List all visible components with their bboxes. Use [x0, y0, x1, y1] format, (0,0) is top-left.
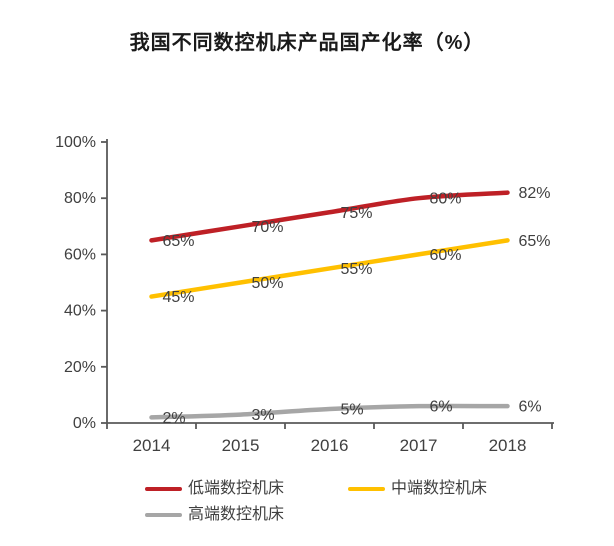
x-tick-label: 2015 — [222, 436, 260, 455]
data-label: 60% — [430, 247, 462, 264]
y-tick-label: 20% — [64, 359, 96, 376]
x-tick-label: 2018 — [489, 436, 527, 455]
series-line-2 — [149, 403, 510, 420]
data-label: 70% — [252, 219, 284, 236]
y-tick-label: 80% — [64, 190, 96, 207]
legend-swatch-mid-end — [348, 487, 386, 491]
data-label: 65% — [163, 233, 195, 250]
y-tick-label: 0% — [73, 415, 96, 432]
data-label: 82% — [519, 185, 551, 202]
chart-title: 我国不同数控机床产品国产化率（%） — [129, 32, 485, 54]
x-tick-label: 2014 — [133, 436, 171, 455]
data-label: 3% — [252, 407, 275, 424]
series-line-0 — [149, 190, 510, 243]
data-label: 50% — [252, 275, 284, 292]
y-tick-label: 100% — [55, 134, 96, 151]
legend: 低端数控机床 中端数控机床 高端数控机床 — [145, 479, 515, 525]
legend-swatch-low-end — [145, 487, 182, 491]
x-tick-label: 2016 — [311, 436, 349, 455]
data-label: 5% — [341, 401, 364, 418]
legend-label-mid-end: 中端数控机床 — [391, 480, 488, 497]
legend-item-mid-end: 中端数控机床 — [348, 479, 487, 499]
data-label: 55% — [341, 261, 373, 278]
data-label: 80% — [430, 191, 462, 208]
legend-swatch-high-end — [145, 513, 182, 517]
x-tick-label: 2017 — [400, 436, 438, 455]
legend-label-low-end: 低端数控机床 — [188, 480, 285, 497]
series-line-1 — [149, 238, 510, 299]
data-label: 6% — [519, 399, 542, 416]
data-label: 2% — [163, 410, 186, 427]
legend-label-high-end: 高端数控机床 — [188, 506, 285, 523]
data-label: 65% — [519, 233, 551, 250]
legend-item-low-end: 低端数控机床 — [145, 479, 284, 499]
y-tick-label: 60% — [64, 246, 96, 263]
data-label: 6% — [430, 399, 453, 416]
legend-item-high-end: 高端数控机床 — [145, 505, 284, 525]
y-tick-label: 40% — [64, 303, 96, 320]
data-label: 75% — [341, 205, 373, 222]
data-label: 45% — [163, 289, 195, 306]
